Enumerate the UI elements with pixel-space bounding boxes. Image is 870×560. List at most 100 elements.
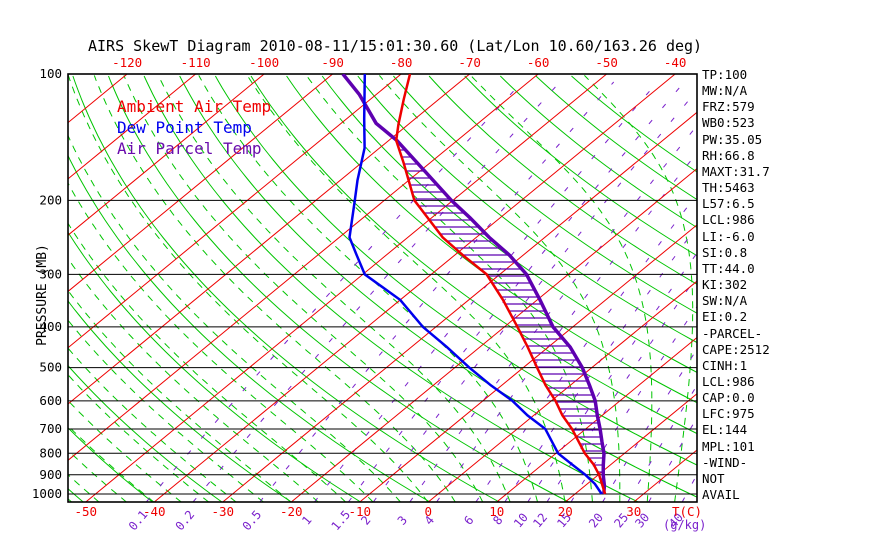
dry-adiabat-line [68, 364, 223, 502]
mixing-ratio-line [192, 81, 561, 502]
isotherm-line [359, 224, 697, 502]
ambient-air-temp-curve [394, 74, 607, 495]
top-temp-label: -90 [321, 55, 344, 70]
top-temp-label: -110 [181, 55, 211, 70]
pressure-tick-label: 600 [39, 393, 62, 408]
mixing-ratio-line [546, 275, 697, 502]
top-temp-label: -70 [458, 55, 481, 70]
dry-adiabat-line [0, 76, 14, 502]
dry-adiabat-line [108, 75, 569, 502]
pressure-tick-label: 200 [39, 192, 62, 207]
stats-line: PW:35.05 [702, 131, 763, 147]
stats-line: L57:6.5 [702, 196, 755, 212]
pressure-tick-label: 500 [39, 360, 62, 375]
stats-line: LCL:986 [702, 373, 755, 389]
dry-adiabat-line [428, 75, 697, 285]
pressure-tick-label: 1000 [32, 486, 62, 501]
mixing-ratio-label: 12 [530, 510, 550, 530]
mixing-ratio-line [409, 124, 697, 502]
chart-title: AIRS SkewT Diagram 2010-08-11/15:01:30.6… [88, 37, 703, 55]
stats-line: AVAIL [702, 487, 740, 503]
dry-adiabat-line [68, 427, 153, 502]
pressure-tick-label: 700 [39, 421, 62, 436]
top-temp-label: -60 [527, 55, 550, 70]
moist-adiabat-line [68, 182, 374, 502]
mixing-ratio-label: 6 [461, 513, 476, 528]
stats-line: LCL:986 [702, 212, 755, 228]
isotherm-line [68, 74, 539, 461]
legend-air-parcel: Air Parcel Temp [117, 139, 262, 158]
isotherm-line [85, 74, 607, 502]
dry-adiabat-line [68, 154, 431, 502]
moist-adiabat-line [584, 75, 694, 502]
stats-line: SW:N/A [702, 293, 748, 309]
moist-adiabat-line [93, 75, 456, 502]
pressure-tick-label: 100 [39, 66, 62, 81]
stats-line: CAPE:2512 [702, 341, 770, 357]
dry-adiabat-line [321, 75, 697, 373]
bottom-temp-label: -40 [143, 504, 166, 519]
isotherm-line [771, 74, 870, 502]
bottom-temp-label: 30 [626, 504, 641, 519]
stats-line: LI:-6.0 [702, 228, 755, 244]
dry-adiabat-line [250, 75, 697, 435]
moist-adiabat-line [68, 374, 210, 502]
dry-adiabat-line [499, 75, 697, 229]
dry-adiabat-line [571, 75, 697, 173]
isotherm-line [68, 74, 196, 180]
dry-adiabat-line [464, 75, 697, 257]
dry-adiabat-line [393, 75, 697, 314]
mixing-ratio-line [347, 81, 685, 502]
isotherm-line [496, 336, 697, 502]
mixing-ratio-line [475, 193, 697, 502]
air-parcel-temp-curve [341, 74, 607, 495]
mixing-ratio-label: 1 [299, 513, 314, 528]
mixing-ratio-line [314, 81, 658, 502]
stats-line: KI:302 [702, 277, 748, 293]
pressure-tick-label: 800 [39, 445, 62, 460]
mixing-ratio-line [372, 89, 697, 502]
dry-adiabat-line [143, 75, 639, 502]
dry-adiabat-line [535, 75, 697, 201]
moist-adiabat-line [157, 75, 511, 502]
isotherm-line [153, 74, 676, 502]
dry-adiabat-line [214, 75, 697, 466]
isotherm-line [427, 280, 697, 502]
dry-adiabat-line [179, 75, 697, 498]
mixing-ratio-label: 0.2 [173, 508, 198, 534]
stats-line: NOT [702, 470, 725, 486]
stats-line: FRZ:579 [702, 99, 755, 115]
pressure-tick-label: 900 [39, 467, 62, 482]
legend-dew-point: Dew Point Temp [117, 118, 252, 137]
mixing-ratio-line [504, 225, 697, 502]
dry-adiabat-line [68, 231, 361, 502]
moist-adiabat-line [68, 134, 401, 502]
isotherm-line [68, 74, 402, 349]
isotherm-line [222, 111, 697, 502]
bottom-temp-label: 20 [558, 504, 573, 519]
stats-line: CINH:1 [702, 357, 748, 373]
mixing-axis-unit: (g/kg) [663, 518, 706, 532]
mixing-ratio-label: 0.5 [240, 508, 265, 534]
stats-line: RH:66.8 [702, 147, 755, 163]
legend: Ambient Air Temp Dew Point Temp Air Parc… [117, 96, 271, 159]
top-temp-label: -40 [664, 55, 687, 70]
top-temp-label: -100 [249, 55, 279, 70]
stats-line: SI:0.8 [702, 244, 748, 260]
isotherm-line [68, 74, 265, 236]
pressure-tick-label: 400 [39, 319, 62, 334]
plot-frame [67, 73, 698, 503]
stats-line: TT:44.0 [702, 260, 755, 276]
stats-line: -PARCEL- [702, 325, 763, 341]
moist-adiabat-line [68, 399, 182, 502]
moist-adiabat-line [470, 75, 653, 502]
moist-adiabat-line [123, 75, 484, 502]
isotherm-line [68, 74, 333, 293]
bottom-temp-label: -50 [74, 504, 97, 519]
stats-line: LFC:975 [702, 406, 755, 422]
moist-adiabat-line [68, 257, 319, 502]
moist-adiabat-line [68, 449, 127, 502]
stats-line: EL:144 [702, 422, 748, 438]
